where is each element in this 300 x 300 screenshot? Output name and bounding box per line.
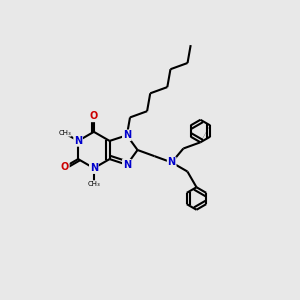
Text: N: N — [123, 130, 131, 140]
Text: N: N — [123, 160, 131, 170]
Text: O: O — [90, 111, 98, 122]
Text: CH₃: CH₃ — [58, 130, 71, 136]
Text: N: N — [168, 158, 176, 167]
Text: CH₃: CH₃ — [88, 181, 100, 187]
Text: N: N — [74, 136, 82, 146]
Text: O: O — [61, 162, 69, 172]
Text: N: N — [90, 163, 98, 173]
